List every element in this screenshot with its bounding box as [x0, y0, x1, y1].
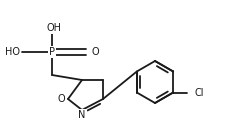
- Text: Cl: Cl: [194, 87, 204, 98]
- Text: O: O: [92, 47, 100, 57]
- Text: N: N: [78, 110, 86, 120]
- Text: O: O: [57, 94, 65, 104]
- Text: OH: OH: [46, 23, 62, 33]
- Text: P: P: [49, 47, 55, 57]
- Text: HO: HO: [5, 47, 20, 57]
